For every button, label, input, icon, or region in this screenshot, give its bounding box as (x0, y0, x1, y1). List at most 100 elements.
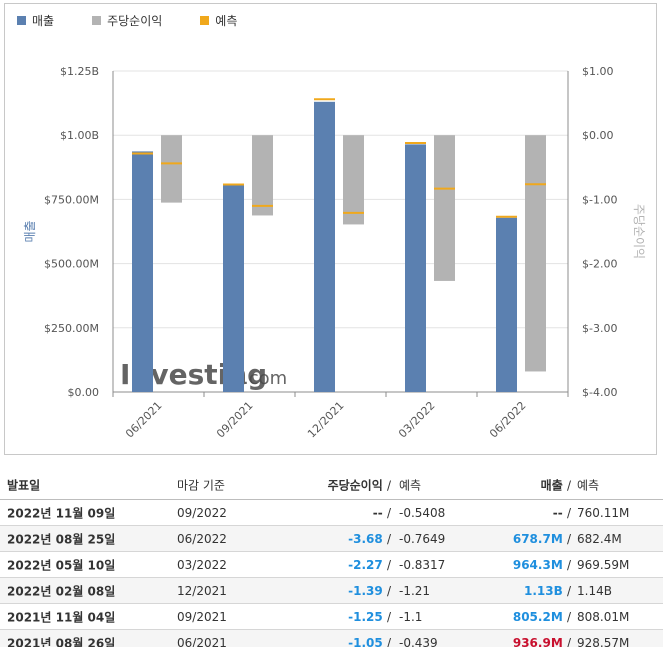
header-eps-label: 주당순이익 (327, 478, 383, 492)
row-revenue: 805.2M / (513, 610, 571, 624)
eps-bar (343, 135, 364, 225)
row-revenue-slash: / (566, 583, 571, 598)
row-eps: -3.68 / (348, 532, 391, 546)
row-revenue-forecast: 969.59M (577, 557, 630, 572)
eps-bar (525, 135, 546, 372)
row-revenue-value: 964.3M (512, 557, 563, 572)
row-period: 06/2021 (177, 635, 227, 647)
left-tick-label: $250.00M (44, 322, 99, 335)
earnings-chart-panel: 매출 주당순이익 예측 $0.00 $-4.00 $250.00M $-3.00 $50… (4, 3, 657, 455)
row-eps-value: -2.27 (348, 557, 383, 572)
row-revenue-slash: / (566, 635, 571, 647)
legend-label-eps: 주당순이익 (107, 14, 163, 28)
revenue-bar (314, 101, 335, 392)
row-eps-forecast: -0.8317 (399, 557, 446, 572)
revenue-bar (405, 144, 426, 392)
header-period[interactable]: 마감 기준 (177, 478, 225, 492)
legend-swatch-revenue (17, 16, 26, 25)
x-tick-label: 09/2021 (214, 399, 256, 441)
row-revenue-value: -- (552, 505, 563, 520)
row-revenue-forecast: 808.01M (577, 609, 630, 624)
row-revenue-slash: / (566, 505, 571, 520)
legend-swatch-eps (92, 16, 102, 25)
legend-label-revenue: 매출 (32, 14, 55, 28)
watermark-suffix: .com (243, 368, 287, 389)
row-eps-forecast: -0.5408 (399, 505, 446, 520)
earnings-chart: $0.00 $-4.00 $250.00M $-3.00 $500.00M $-2.00 $… (23, 65, 646, 441)
row-eps-forecast: -0.7649 (399, 531, 446, 546)
table-header-row: 발표일 마감 기준 주당순이익 / 예측 매출 / 예측 (0, 470, 663, 500)
header-revenue-slash: / (566, 478, 571, 492)
row-eps-slash: / (386, 609, 391, 624)
table-row: 2022년 11월 09일 09/2022 -- / -0.5408 -- / … (0, 500, 663, 526)
table-row: 2021년 11월 04일 09/2021 -1.25 / -1.1 805.2… (0, 604, 663, 630)
x-tick-label: 06/2021 (123, 399, 165, 441)
row-revenue-value: 805.2M (512, 609, 563, 624)
row-eps-value: -- (372, 505, 383, 520)
row-date: 2021년 08월 26일 (7, 636, 116, 647)
row-revenue: -- / (553, 506, 571, 520)
row-eps: -1.39 / (348, 584, 391, 598)
row-eps-value: -1.39 (348, 583, 383, 598)
row-eps-slash: / (386, 557, 391, 572)
eps-bar (161, 135, 182, 203)
row-eps: -1.05 / (348, 636, 391, 647)
row-revenue-slash: / (566, 531, 571, 546)
row-revenue: 678.7M / (513, 532, 571, 546)
x-tick-label: 03/2022 (396, 399, 438, 441)
row-revenue: 936.9M / (513, 636, 571, 647)
row-period: 09/2021 (177, 609, 227, 624)
table-row: 2022년 02월 08일 12/2021 -1.39 / -1.21 1.13… (0, 578, 663, 604)
header-revenue-forecast[interactable]: 예측 (577, 478, 600, 492)
left-axis-title: 매출 (23, 220, 37, 242)
legend-swatch-forecast (200, 16, 210, 25)
revenue-bar (223, 185, 244, 392)
table-row: 2021년 08월 26일 06/2021 -1.05 / -0.439 936… (0, 630, 663, 647)
eps-bar (252, 135, 273, 216)
header-eps-slash: / (386, 478, 391, 492)
row-eps: -2.27 / (348, 558, 391, 572)
row-revenue: 964.3M / (513, 558, 571, 572)
x-tick-label: 12/2021 (305, 399, 347, 441)
x-tick-label: 06/2022 (487, 399, 529, 441)
header-revenue-label: 매출 (540, 478, 563, 492)
legend-item-forecast[interactable]: 예측 (200, 12, 237, 29)
row-revenue-value: 1.13B (524, 583, 563, 598)
row-date: 2021년 11월 04일 (7, 610, 116, 624)
row-eps-value: -3.68 (348, 531, 383, 546)
row-revenue-forecast: 928.57M (577, 635, 630, 647)
row-revenue: 1.13B / (524, 584, 571, 598)
row-revenue-forecast: 760.11M (577, 505, 630, 520)
row-revenue-slash: / (566, 557, 571, 572)
row-eps-forecast: -1.1 (399, 609, 423, 624)
row-date: 2022년 05월 10일 (7, 558, 116, 572)
right-tick-label: $0.00 (582, 129, 614, 142)
row-eps-forecast: -1.21 (399, 583, 431, 598)
row-period: 06/2022 (177, 531, 227, 546)
header-revenue[interactable]: 매출 / (541, 476, 571, 493)
table-row: 2022년 05월 10일 03/2022 -2.27 / -0.8317 96… (0, 552, 663, 578)
header-date[interactable]: 발표일 (7, 478, 41, 492)
row-eps-slash: / (386, 583, 391, 598)
row-period: 03/2022 (177, 557, 227, 572)
revenue-bar (132, 151, 153, 392)
header-eps-forecast[interactable]: 예측 (399, 478, 422, 492)
row-revenue-value: 936.9M (512, 635, 563, 647)
legend-item-eps[interactable]: 주당순이익 (92, 12, 162, 29)
row-eps-value: -1.05 (348, 635, 383, 647)
row-eps-forecast: -0.439 (399, 635, 438, 647)
row-eps: -1.25 / (348, 610, 391, 624)
legend-item-revenue[interactable]: 매출 (17, 12, 54, 29)
row-eps: -- / (373, 506, 391, 520)
row-revenue-value: 678.7M (512, 531, 563, 546)
left-tick-label: $500.00M (44, 258, 99, 271)
eps-bar (434, 135, 455, 281)
earnings-table: 발표일 마감 기준 주당순이익 / 예측 매출 / 예측 2022년 11월 0… (0, 470, 663, 647)
row-date: 2022년 02월 08일 (7, 584, 116, 598)
header-eps[interactable]: 주당순이익 / (328, 476, 391, 493)
left-tick-label: $1.00B (60, 129, 99, 142)
left-tick-label: $0.00 (68, 386, 100, 399)
table-row: 2022년 08월 25일 06/2022 -3.68 / -0.7649 67… (0, 526, 663, 552)
chart-legend: 매출 주당순이익 예측 (17, 12, 237, 29)
revenue-bar (496, 217, 517, 392)
